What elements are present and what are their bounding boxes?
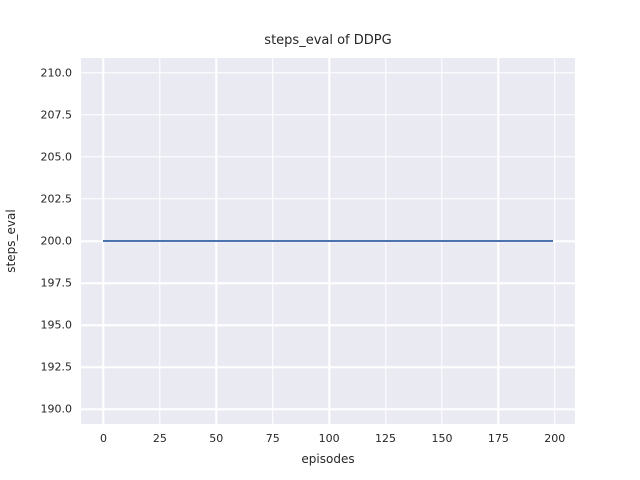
x-tick-label: 25 <box>152 432 167 445</box>
x-tick-label: 0 <box>99 432 107 445</box>
gridline-horizontal <box>81 156 575 158</box>
gridline-horizontal <box>81 198 575 200</box>
y-tick-label: 195.0 <box>40 318 73 332</box>
y-tick-label: 202.5 <box>40 192 73 206</box>
gridline-horizontal <box>81 408 575 410</box>
y-tick-label: 207.5 <box>40 108 73 122</box>
x-tick-label: 175 <box>487 432 509 445</box>
y-tick-label: 205.0 <box>40 150 73 164</box>
x-tick-label: 125 <box>375 432 397 445</box>
gridline-horizontal <box>81 114 575 116</box>
gridline-horizontal <box>81 72 575 74</box>
y-tick-label: 200.0 <box>40 234 73 248</box>
x-tick-label: 200 <box>544 432 566 445</box>
x-tick-label: 75 <box>265 432 280 445</box>
x-axis-label: episodes <box>301 452 355 466</box>
series-line-steps_eval <box>103 240 553 242</box>
gridline-horizontal <box>81 324 575 326</box>
chart-title: steps_eval of DDPG <box>264 33 392 48</box>
x-tick-label: 100 <box>318 432 340 445</box>
gridline-horizontal <box>81 366 575 368</box>
x-tick-label: 50 <box>209 432 224 445</box>
plot-area <box>81 58 575 424</box>
x-tick-label: 150 <box>431 432 453 445</box>
y-tick-label: 210.0 <box>40 66 73 80</box>
y-axis-label: steps_eval <box>4 209 18 273</box>
gridline-horizontal <box>81 282 575 284</box>
y-tick-label: 197.5 <box>40 276 73 290</box>
y-tick-label: 192.5 <box>40 360 73 374</box>
y-tick-label: 190.0 <box>40 402 73 416</box>
